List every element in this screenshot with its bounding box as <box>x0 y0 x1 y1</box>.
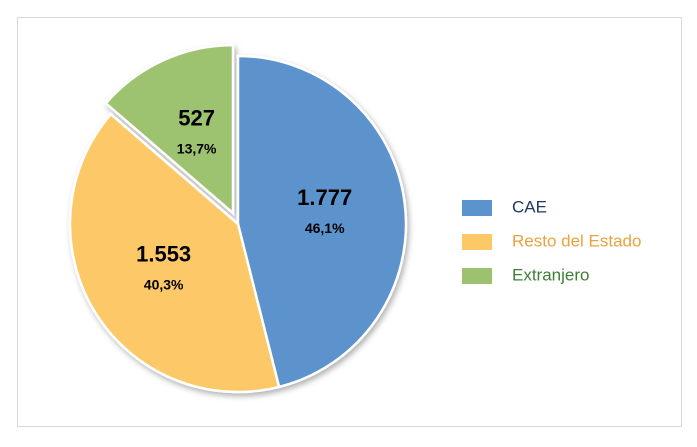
pie-slice <box>104 43 235 216</box>
legend-label: Resto del Estado <box>512 231 641 250</box>
percent-label: 46,1% <box>305 220 345 236</box>
pie <box>68 43 408 394</box>
legend-label: CAE <box>512 197 547 216</box>
percent-label: 13,7% <box>177 140 217 156</box>
pie-slice <box>68 112 281 394</box>
legend-swatch <box>462 234 492 250</box>
legend-swatch <box>462 200 492 216</box>
value-label: 1.553 <box>136 242 191 267</box>
pie-slice <box>236 54 408 389</box>
value-label: 527 <box>178 105 215 130</box>
legend-swatch <box>462 268 492 284</box>
value-label: 1.777 <box>297 185 352 210</box>
percent-label: 40,3% <box>144 277 184 293</box>
legend-label: Extranjero <box>512 265 589 284</box>
